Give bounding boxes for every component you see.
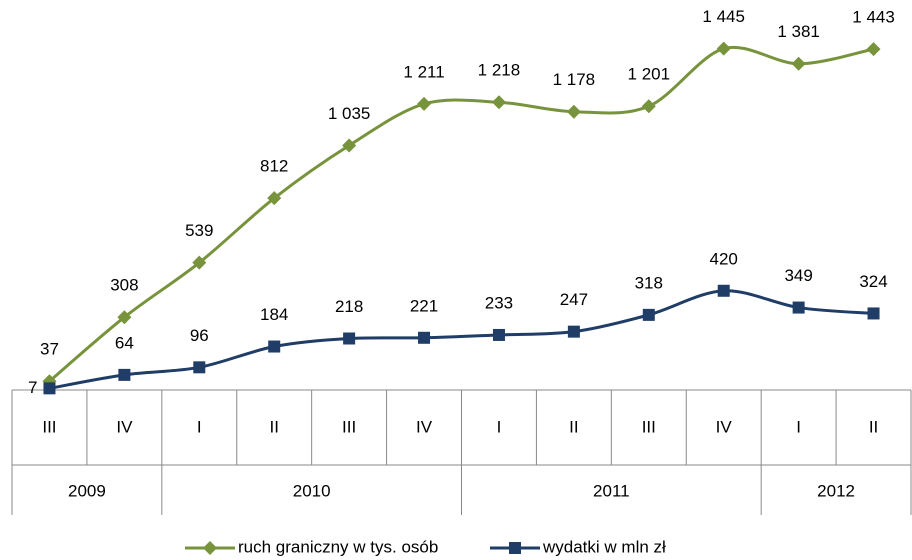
legend-label: ruch graniczny w tys. osób: [238, 537, 438, 556]
data-label: 539: [185, 221, 213, 240]
marker: [492, 328, 505, 341]
marker: [192, 255, 207, 270]
marker: [491, 95, 506, 110]
data-label: 64: [115, 333, 134, 352]
data-label: 218: [335, 297, 363, 316]
marker: [343, 332, 356, 345]
marker: [642, 308, 655, 321]
year-label: 2011: [593, 481, 630, 500]
data-label: 37: [40, 340, 59, 359]
legend-marker: [203, 541, 217, 555]
marker: [43, 382, 56, 395]
data-label: 247: [560, 290, 588, 309]
marker: [418, 331, 431, 344]
marker: [566, 104, 581, 119]
x-tick-label: II: [869, 417, 878, 436]
marker: [267, 191, 282, 206]
line: [49, 289, 874, 390]
data-label: 1 443: [852, 8, 895, 27]
data-label: 233: [485, 293, 513, 312]
legend-label: wydatki w mln zł: [542, 537, 666, 556]
legend-marker: [509, 542, 521, 554]
data-label: 221: [410, 296, 438, 315]
marker: [417, 96, 432, 111]
marker: [717, 284, 730, 297]
x-tick-label: IV: [416, 417, 433, 436]
marker: [791, 56, 806, 71]
data-label: 812: [260, 157, 288, 176]
marker: [117, 310, 132, 325]
data-label: 1 178: [553, 70, 596, 89]
data-label: 1 211: [403, 62, 444, 81]
data-label: 7: [28, 378, 37, 397]
data-label: 1 445: [702, 7, 745, 26]
year-label: 2012: [817, 481, 855, 500]
x-tick-label: III: [342, 417, 356, 436]
marker: [268, 340, 281, 353]
year-label: 2010: [293, 481, 331, 500]
x-tick-label: II: [269, 417, 278, 436]
marker: [193, 361, 206, 374]
x-tick-label: I: [197, 417, 202, 436]
year-label: 2009: [68, 481, 106, 500]
x-tick-label: IV: [116, 417, 133, 436]
data-label: 96: [190, 326, 209, 345]
data-label: 1 035: [328, 104, 371, 123]
marker: [867, 307, 880, 320]
data-label: 1 218: [478, 61, 521, 80]
data-label: 349: [784, 266, 812, 285]
x-tick-label: I: [796, 417, 801, 436]
data-label: 184: [260, 305, 288, 324]
data-label: 420: [710, 249, 738, 268]
data-label: 1 201: [628, 65, 671, 84]
x-tick-label: II: [569, 417, 578, 436]
marker: [567, 325, 580, 338]
marker: [641, 99, 656, 114]
x-tick-label: III: [42, 417, 56, 436]
x-tick-label: III: [642, 417, 656, 436]
data-label: 308: [110, 276, 138, 295]
marker: [118, 368, 131, 381]
marker: [342, 138, 357, 153]
data-label: 318: [635, 273, 663, 292]
data-label: 1 381: [777, 22, 820, 41]
x-tick-label: IV: [716, 417, 733, 436]
x-tick-label: I: [497, 417, 502, 436]
marker: [792, 301, 805, 314]
marker: [716, 41, 731, 56]
marker: [866, 42, 881, 57]
data-label: 324: [859, 272, 887, 291]
line: [48, 45, 874, 383]
